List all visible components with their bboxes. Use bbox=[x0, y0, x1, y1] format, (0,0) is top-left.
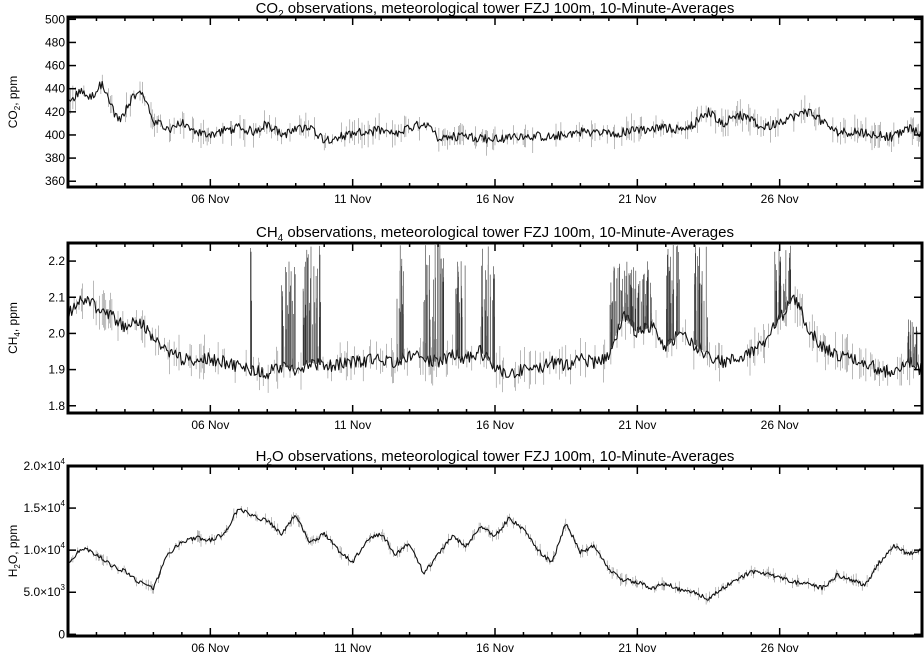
chart-title: CH4 observations, meteorological tower F… bbox=[256, 224, 734, 244]
y-tick-label-3: 2.1 bbox=[48, 290, 65, 304]
y-axis-label-subscript: 2 bbox=[13, 564, 22, 569]
chart-title: CO2 observations, meteorological tower F… bbox=[256, 0, 735, 20]
chart-title-subscript: 2 bbox=[266, 457, 272, 468]
chart-panel-1: CO2 observations, meteorological tower F… bbox=[6, 0, 924, 206]
y-tick-label-4: 2.2 bbox=[48, 254, 65, 268]
y-axis-label-pre: CH bbox=[6, 337, 20, 354]
y-tick-label-mantissa: 2.0×10 bbox=[24, 459, 61, 473]
chart-title-subscript: 4 bbox=[278, 233, 284, 244]
y-tick-label-exponent: 4 bbox=[61, 499, 66, 508]
y-axis-label-post: , ppm bbox=[6, 302, 20, 332]
x-tick-label-3: 21 Nov bbox=[618, 641, 656, 654]
chart-title-pre: CH bbox=[256, 224, 278, 241]
y-axis-label: H2O, ppm bbox=[6, 525, 22, 577]
y-tick-label-6: 480 bbox=[45, 35, 65, 49]
y-tick-label-exponent: 4 bbox=[61, 541, 66, 550]
y-tick-label-mantissa: 1.0×10 bbox=[24, 543, 61, 557]
x-tick-label-4: 26 Nov bbox=[761, 192, 799, 206]
chart-title-pre: CO bbox=[256, 0, 279, 17]
y-tick-label-1: 5.0×103 bbox=[24, 583, 66, 599]
y-tick-label-0: 360 bbox=[45, 174, 65, 188]
x-tick-label-3: 21 Nov bbox=[618, 418, 656, 432]
x-tick-label-2: 16 Nov bbox=[476, 418, 514, 432]
y-tick-label-exponent: 3 bbox=[61, 583, 66, 592]
x-tick-label-0: 06 Nov bbox=[191, 641, 229, 654]
y-tick-label-0: 1.8 bbox=[48, 399, 65, 413]
chart-title-post: observations, meteorological tower FZJ 1… bbox=[284, 0, 735, 17]
x-tick-label-2: 16 Nov bbox=[476, 641, 514, 654]
y-tick-label-4: 440 bbox=[45, 82, 65, 96]
chart-title-post: observations, meteorological tower FZJ 1… bbox=[283, 224, 734, 241]
y-axis-label: CO2, ppm bbox=[6, 76, 22, 128]
y-tick-label-1: 1.9 bbox=[48, 363, 65, 377]
y-tick-label-exponent: 4 bbox=[61, 457, 66, 466]
y-axis-label-post: O, ppm bbox=[6, 525, 20, 564]
x-tick-label-2: 16 Nov bbox=[476, 192, 514, 206]
y-tick-label-mantissa: 1.5×10 bbox=[24, 501, 61, 515]
y-tick-label-2: 1.0×104 bbox=[24, 541, 66, 557]
y-tick-label-3: 420 bbox=[45, 105, 65, 119]
x-tick-label-0: 06 Nov bbox=[191, 192, 229, 206]
chart-panel-3: H2O observations, meteorological tower F… bbox=[6, 448, 924, 654]
chart-title: H2O observations, meteorological tower F… bbox=[256, 448, 735, 468]
y-tick-label-mantissa: 5.0×10 bbox=[24, 585, 61, 599]
chart-title-pre: H bbox=[256, 448, 267, 465]
y-tick-label-2: 400 bbox=[45, 128, 65, 142]
x-tick-label-4: 26 Nov bbox=[761, 418, 799, 432]
x-tick-label-3: 21 Nov bbox=[618, 192, 656, 206]
chart-title-subscript: 2 bbox=[278, 9, 284, 20]
y-axis-label-pre: H bbox=[6, 569, 20, 578]
y-axis-label-subscript: 2 bbox=[13, 105, 22, 110]
y-axis-label-pre: CO bbox=[6, 110, 20, 128]
y-tick-label-2: 2.0 bbox=[48, 326, 65, 340]
y-axis-label-post: , ppm bbox=[6, 76, 20, 106]
chart-panel-2: CH4 observations, meteorological tower F… bbox=[6, 224, 924, 432]
series-line bbox=[67, 508, 923, 601]
x-tick-label-1: 11 Nov bbox=[334, 418, 371, 432]
series-spikes bbox=[250, 245, 918, 370]
x-tick-label-4: 26 Nov bbox=[761, 641, 799, 654]
series-line bbox=[67, 80, 923, 144]
y-axis-label: CH4, ppm bbox=[6, 302, 22, 354]
x-tick-label-1: 11 Nov bbox=[334, 192, 371, 206]
y-tick-label-7: 500 bbox=[45, 12, 65, 26]
x-tick-label-0: 06 Nov bbox=[191, 418, 229, 432]
x-tick-label-1: 11 Nov bbox=[334, 641, 371, 654]
y-tick-label-4: 2.0×104 bbox=[24, 457, 66, 473]
y-tick-label-5: 460 bbox=[45, 59, 65, 73]
y-tick-label-3: 1.5×104 bbox=[24, 499, 66, 515]
chart-title-post: O observations, meteorological tower FZJ… bbox=[272, 448, 734, 465]
y-tick-label-1: 380 bbox=[45, 151, 65, 165]
y-axis-label-subscript: 4 bbox=[13, 332, 22, 337]
y-tick-label-0: 0 bbox=[58, 627, 65, 641]
